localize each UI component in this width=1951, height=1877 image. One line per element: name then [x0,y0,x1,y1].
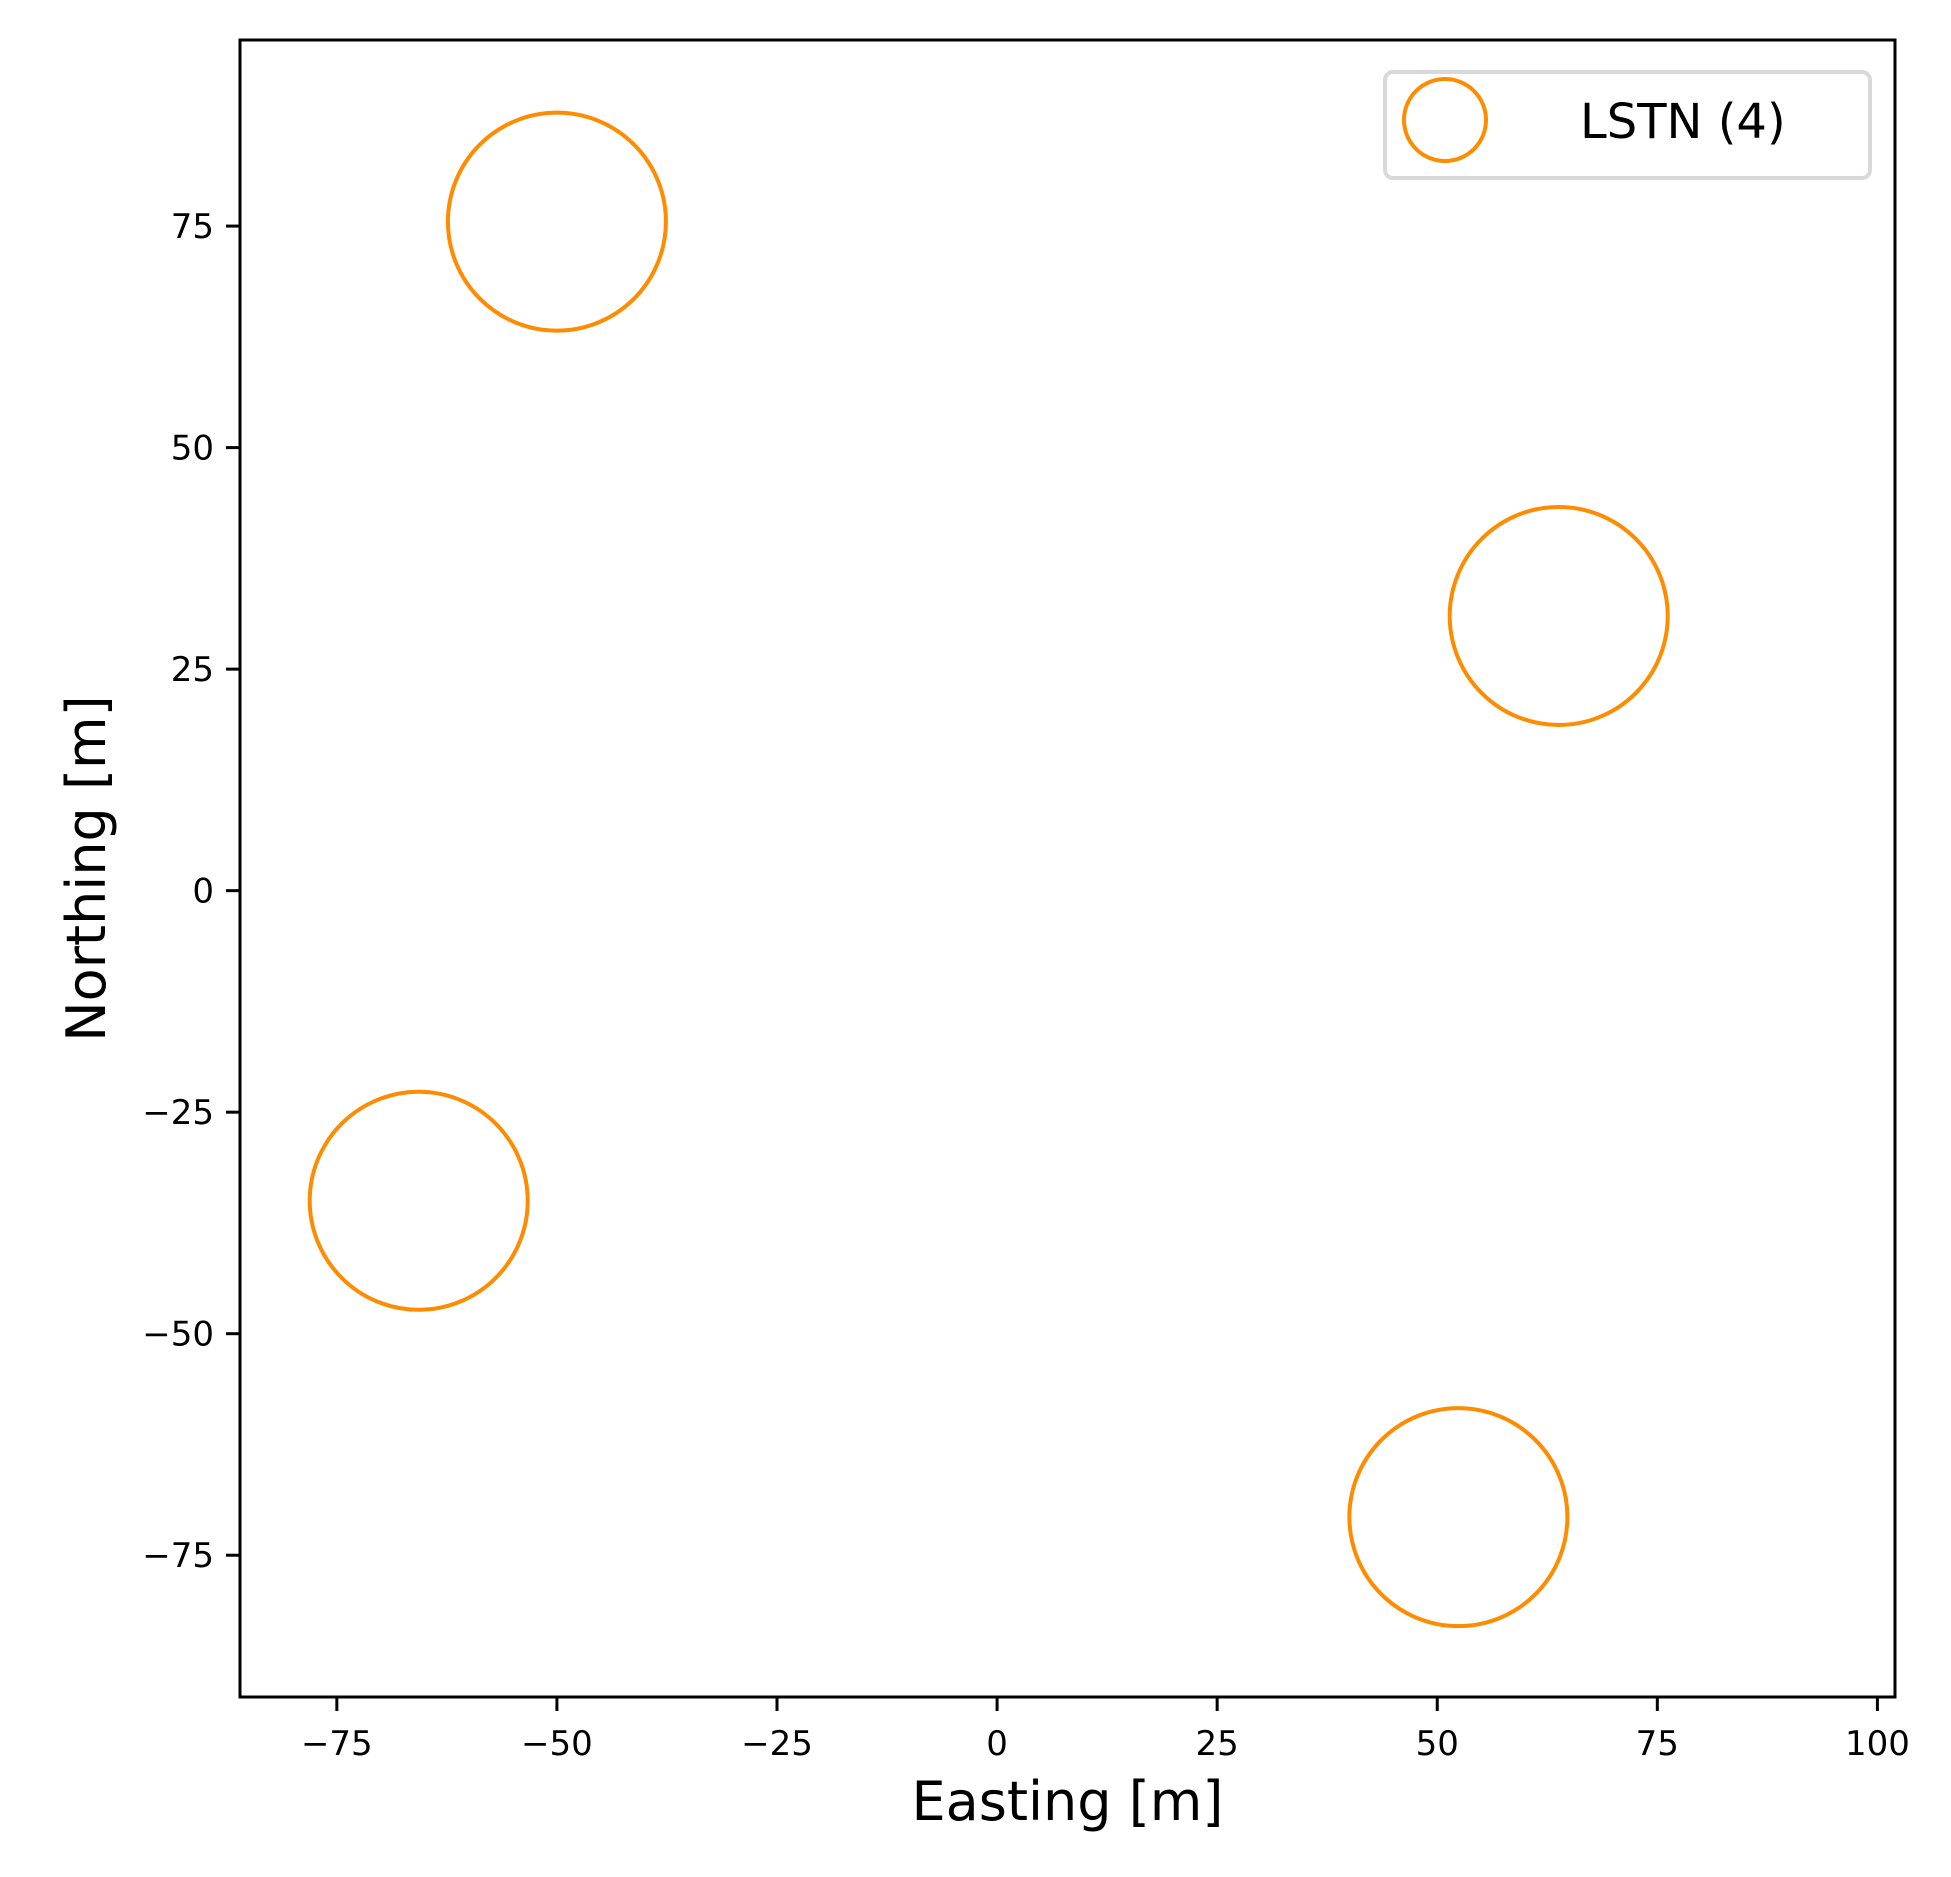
x-tick-label: 100 [1845,1724,1910,1764]
plot-area [307,110,1670,1629]
x-tick-label: 25 [1196,1724,1239,1764]
x-tick-label: 50 [1416,1724,1459,1764]
x-tick-label: −75 [301,1724,373,1764]
x-tick-label: 75 [1636,1724,1679,1764]
axes: −75 −50 −25 0 25 50 75 100 −75 −50 −25 0 25 50 75 [142,38,1910,1764]
y-tick-label: 0 [192,872,214,912]
data-point-2 [1447,504,1670,727]
y-tick-label: −50 [142,1315,214,1355]
x-tick-label: −25 [741,1724,813,1764]
data-point-1 [445,110,668,333]
y-tick-label: 75 [171,207,214,247]
y-tick-label: −25 [142,1093,214,1133]
y-tick-label: 25 [171,650,214,690]
legend-box [1383,70,1872,180]
legend: LSTN (4) [1383,70,1872,180]
legend-marker-icon [1402,77,1488,163]
x-tick-label: 0 [986,1724,1008,1764]
legend-entry-label: LSTN (4) [1580,94,1786,150]
data-point-3 [307,1089,530,1312]
x-tick-label: −50 [521,1724,593,1764]
y-axis-label: Northing [m] [55,695,118,1041]
data-point-4 [1347,1406,1570,1629]
y-tick-label: −75 [142,1536,214,1576]
y-tick-label: 50 [171,429,214,469]
x-axis-label: Easting [m] [912,1770,1224,1833]
axes-frame [238,38,1897,1699]
